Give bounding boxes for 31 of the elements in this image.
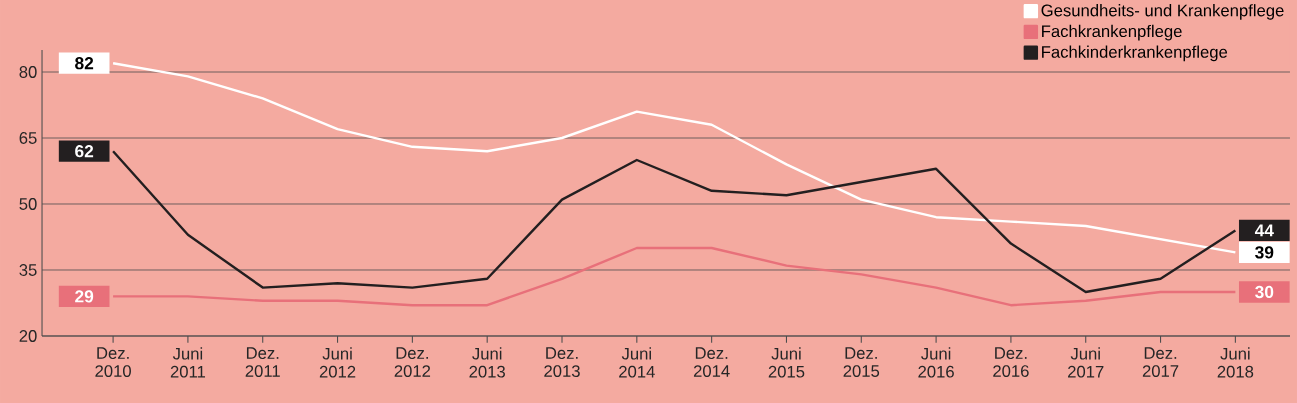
y-tick-label: 50 [19,198,37,210]
x-tick-label: Dez. 2017 [1142,347,1179,377]
data-label: 39 [1255,246,1274,259]
y-tick-label: 65 [19,132,37,144]
x-tick-label: Juni 2013 [469,347,505,378]
legend-label: Fachkinderkrankenpflege [1042,45,1228,62]
data-label: 30 [1255,285,1274,299]
data-label: 82 [75,57,94,70]
y-tick-label: 80 [19,66,37,78]
x-tick-label: Dez. 2011 [245,347,280,377]
x-tick-label: Dez. 2012 [394,347,431,377]
legend-label: Fachkrankenpflege [1042,24,1182,41]
data-label: 62 [75,145,94,158]
x-tick-label: Juni 2018 [1217,347,1254,378]
x-tick-label: Juni 2014 [619,347,655,378]
x-tick-label: Juni 2011 [170,347,206,378]
x-tick-label: Dez. 2015 [843,347,880,377]
legend-label: Gesundheits- und Krankenpflege [1041,4,1284,20]
data-label: 44 [1254,224,1274,237]
x-tick-label: Juni 2016 [918,347,954,378]
x-tick-label: Dez. 2014 [693,347,730,377]
line-series [111,246,1237,307]
data-label: 29 [75,290,94,303]
x-tick-label: Dez. 2010 [95,347,131,377]
x-tick-label: Juni 2017 [1068,347,1104,378]
x-tick-label: Juni 2015 [768,347,805,378]
x-tick-label: Dez. 2016 [993,347,1029,377]
y-tick-label: 35 [19,264,37,276]
x-tick-label: Dez. 2013 [544,347,580,377]
y-tick-label: 20 [19,330,37,342]
x-tick-label: Juni 2012 [319,347,356,378]
